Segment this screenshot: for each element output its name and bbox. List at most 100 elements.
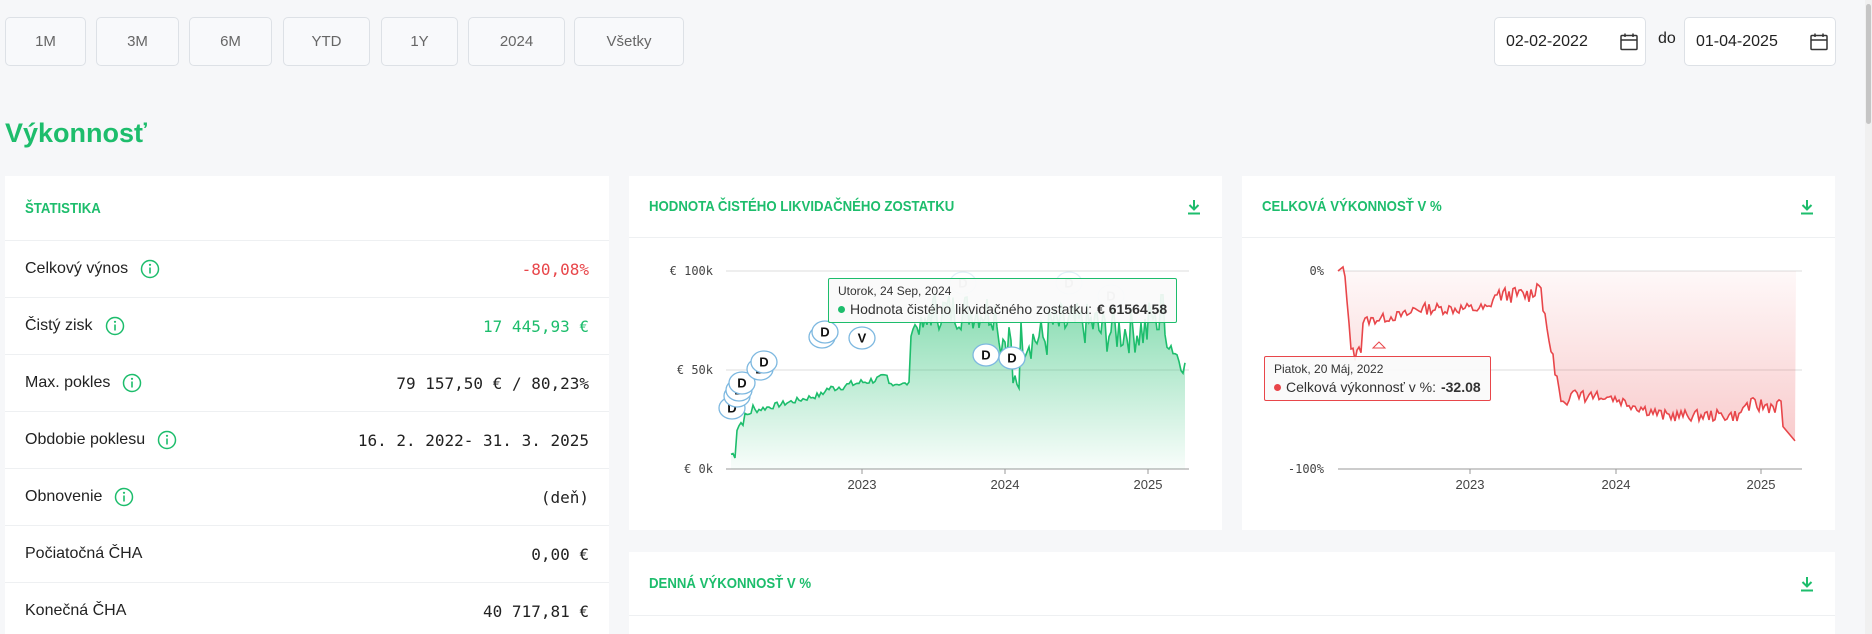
stat-label-wrap: Čistý zisk <box>25 316 125 336</box>
range-button-6m[interactable]: 6M <box>189 17 272 66</box>
x-tick-label: 2025 <box>1747 477 1776 492</box>
x-tick-label: 2023 <box>848 477 877 492</box>
stat-value: (deň) <box>540 487 589 507</box>
stats-list: Celkový výnos -80,08% Čistý zisk 17 445,93 … <box>5 241 609 634</box>
page-scrollbar[interactable] <box>1865 0 1872 634</box>
stat-label: Celkový výnos <box>25 260 129 277</box>
stat-label-wrap: Celkový výnos <box>25 259 160 279</box>
info-icon[interactable] <box>114 487 134 507</box>
scrollbar-thumb[interactable] <box>1866 4 1871 124</box>
series-dot <box>838 305 845 313</box>
stat-value: 79 157,50 € / 80,23% <box>396 373 589 393</box>
date-range-separator: do <box>1658 30 1676 47</box>
event-marker-label: D <box>727 401 736 416</box>
y-tick-label: -100% <box>1288 462 1325 476</box>
perf-line <box>1337 265 1796 442</box>
y-tick-label: € 0k <box>684 462 714 476</box>
tooltip-series: Celková výkonnosť v %: <box>1286 379 1436 395</box>
stat-label-wrap: Počiatočná ČHA <box>25 545 142 563</box>
event-marker-label: D <box>737 376 746 391</box>
event-marker-label: D <box>981 348 990 363</box>
x-tick-label: 2023 <box>1456 477 1485 492</box>
stat-label-wrap: Max. pokles <box>25 373 142 393</box>
nav-chart-header: HODNOTA ČISTÉHO LIKVIDAČNÉHO ZOSTATKU <box>629 176 1222 238</box>
info-icon[interactable] <box>157 430 177 450</box>
stat-label: Obnovenie <box>25 488 103 505</box>
stat-label-wrap: Obdobie poklesu <box>25 430 177 450</box>
event-marker-label: V <box>858 331 867 346</box>
info-icon[interactable] <box>140 259 160 279</box>
stat-row: Konečná ČHA 40 717,81 € <box>5 583 609 634</box>
tooltip-date: Utorok, 24 Sep, 2024 <box>838 284 952 298</box>
stat-label: Počiatočná ČHA <box>25 545 143 562</box>
date-from-value: 02-02-2022 <box>1506 32 1588 50</box>
nav-area <box>731 294 1185 469</box>
stat-value: 17 445,93 € <box>483 316 589 336</box>
x-tick-label: 2025 <box>1134 477 1163 492</box>
nav-chart: € 100k€ 50k€ 0k202320242025DDDDDDDDVDDDD… <box>670 264 1189 492</box>
stats-card-title: ŠTATISTIKA <box>25 199 101 217</box>
y-tick-label: € 100k <box>670 264 714 278</box>
perf-chart-tooltip: Piatok, 20 Máj, 2022 Celková výkonnosť v… <box>1264 356 1491 401</box>
y-tick-label: € 50k <box>677 363 714 377</box>
range-button-1m[interactable]: 1M <box>5 17 86 66</box>
info-icon[interactable] <box>105 316 125 336</box>
range-button-2024[interactable]: 2024 <box>468 17 565 66</box>
nav-chart-tooltip: Utorok, 24 Sep, 2024 Hodnota čistého lik… <box>828 278 1178 323</box>
stat-label: Čistý zisk <box>25 317 93 334</box>
tooltip-pointer <box>1371 341 1387 349</box>
calendar-icon[interactable] <box>1803 32 1835 52</box>
stat-row: Obnovenie (deň) <box>5 469 609 526</box>
event-marker-label: D <box>820 325 829 340</box>
series-dot <box>1274 383 1281 391</box>
stat-value: 16. 2. 2022- 31. 3. 2025 <box>357 430 589 450</box>
range-button-3m[interactable]: 3M <box>96 17 179 66</box>
section-title: Výkonnosť <box>5 118 147 148</box>
stat-row: Počiatočná ČHA 0,00 € <box>5 526 609 583</box>
perf-chart-title: CELKOVÁ VÝKONNOSŤ V % <box>1262 198 1442 215</box>
event-marker <box>811 320 839 344</box>
range-button-ytd[interactable]: YTD <box>283 17 370 66</box>
stats-card-header: ŠTATISTIKA <box>5 176 609 241</box>
stat-label: Obdobie poklesu <box>25 431 146 448</box>
stat-value: -80,08% <box>521 259 589 279</box>
stat-label: Konečná ČHA <box>25 602 127 619</box>
perf-area <box>1338 267 1796 441</box>
event-marker <box>998 346 1026 370</box>
event-marker <box>750 350 778 374</box>
tooltip-date: Piatok, 20 Máj, 2022 <box>1274 362 1384 376</box>
y-tick-label: 0% <box>1310 264 1325 278</box>
event-marker-label: D <box>1007 351 1016 366</box>
stat-label: Max. pokles <box>25 374 111 391</box>
download-icon[interactable] <box>1186 199 1202 215</box>
stat-row: Čistý zisk 17 445,93 € <box>5 298 609 355</box>
range-button-all[interactable]: Všetky <box>574 17 684 66</box>
perf-chart-header: CELKOVÁ VÝKONNOSŤ V % <box>1242 176 1835 238</box>
stats-card: ŠTATISTIKA Celkový výnos -80,08% Čistý zis… <box>5 176 609 634</box>
nav-line <box>730 291 1186 459</box>
event-marker-label: D <box>759 355 768 370</box>
stat-label-wrap: Konečná ČHA <box>25 602 126 620</box>
date-from-input[interactable]: 02-02-2022 <box>1494 17 1646 66</box>
stat-row: Max. pokles 79 157,50 € / 80,23% <box>5 355 609 412</box>
x-tick-label: 2024 <box>1602 477 1631 492</box>
date-to-input[interactable]: 01-04-2025 <box>1684 17 1836 66</box>
event-marker <box>848 326 876 350</box>
date-to-value: 01-04-2025 <box>1696 32 1778 50</box>
tooltip-series: Hodnota čistého likvidačného zostatku: <box>850 301 1093 317</box>
perf-chart: 0% -100% 2023 2024 2025 <box>1288 264 1802 492</box>
daily-chart-title: DENNÁ VÝKONNOSŤ V % <box>649 575 812 592</box>
stat-row: Celkový výnos -80,08% <box>5 241 609 298</box>
event-marker <box>728 371 756 395</box>
calendar-icon[interactable] <box>1613 32 1645 52</box>
tooltip-value: € 61564.58 <box>1097 301 1168 317</box>
perf-chart-card: CELKOVÁ VÝKONNOSŤ V % 0% -100% 2023 2024 202… <box>1242 176 1835 530</box>
download-icon[interactable] <box>1799 199 1815 215</box>
stat-value: 0,00 € <box>531 544 589 564</box>
info-icon[interactable] <box>122 373 142 393</box>
range-button-1y[interactable]: 1Y <box>381 17 458 66</box>
daily-chart-header: DENNÁ VÝKONNOSŤ V % <box>629 552 1835 616</box>
stat-label-wrap: Obnovenie <box>25 487 134 507</box>
nav-chart-title: HODNOTA ČISTÉHO LIKVIDAČNÉHO ZOSTATKU <box>649 198 955 215</box>
download-icon[interactable] <box>1799 576 1815 592</box>
